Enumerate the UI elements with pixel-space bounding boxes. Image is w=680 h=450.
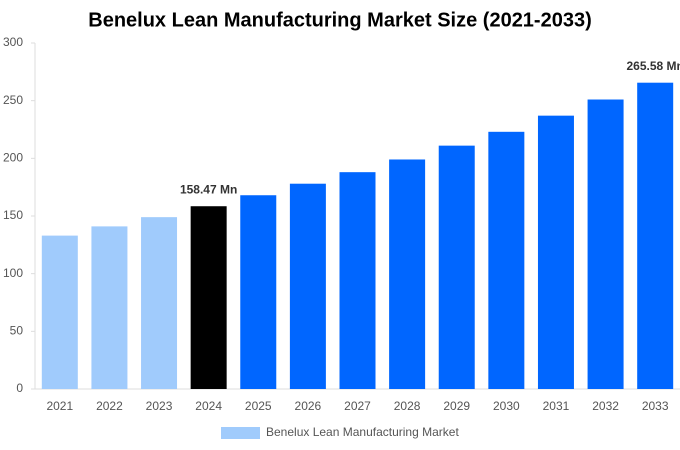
y-tick-label: 150 <box>3 208 23 222</box>
bar <box>41 235 78 389</box>
x-tick-label: 2029 <box>443 399 470 413</box>
bar <box>91 226 128 389</box>
bar <box>488 131 525 389</box>
x-tick-label: 2027 <box>344 399 371 413</box>
y-tick-label: 100 <box>3 266 23 280</box>
bar <box>190 206 227 389</box>
y-tick-label: 50 <box>10 324 24 338</box>
x-tick-label: 2022 <box>96 399 123 413</box>
bar <box>587 99 624 389</box>
value-label: 158.47 Mn <box>180 182 237 196</box>
bar <box>537 115 574 389</box>
bar <box>339 172 376 389</box>
bar <box>438 145 475 389</box>
bar <box>289 183 326 389</box>
y-tick-label: 250 <box>3 93 23 107</box>
x-tick-label: 2033 <box>642 399 669 413</box>
chart-title: Benelux Lean Manufacturing Market Size (… <box>88 9 592 31</box>
x-tick-label: 2023 <box>146 399 173 413</box>
y-tick-label: 0 <box>16 381 23 395</box>
x-tick-label: 2032 <box>592 399 619 413</box>
x-tick-label: 2026 <box>295 399 322 413</box>
legend-swatch <box>221 427 260 439</box>
x-tick-label: 2025 <box>245 399 272 413</box>
x-tick-label: 2031 <box>543 399 570 413</box>
x-tick-label: 2024 <box>195 399 222 413</box>
bar <box>141 217 178 389</box>
x-tick-label: 2030 <box>493 399 520 413</box>
legend-label: Benelux Lean Manufacturing Market <box>266 425 459 439</box>
y-tick-label: 200 <box>3 151 23 165</box>
x-tick-label: 2028 <box>394 399 421 413</box>
bar <box>637 82 674 390</box>
bar <box>240 195 277 389</box>
y-tick-label: 300 <box>3 35 23 49</box>
value-label: 265.58 Mn <box>627 59 680 73</box>
x-tick-label: 2021 <box>46 399 73 413</box>
bar <box>389 159 426 389</box>
